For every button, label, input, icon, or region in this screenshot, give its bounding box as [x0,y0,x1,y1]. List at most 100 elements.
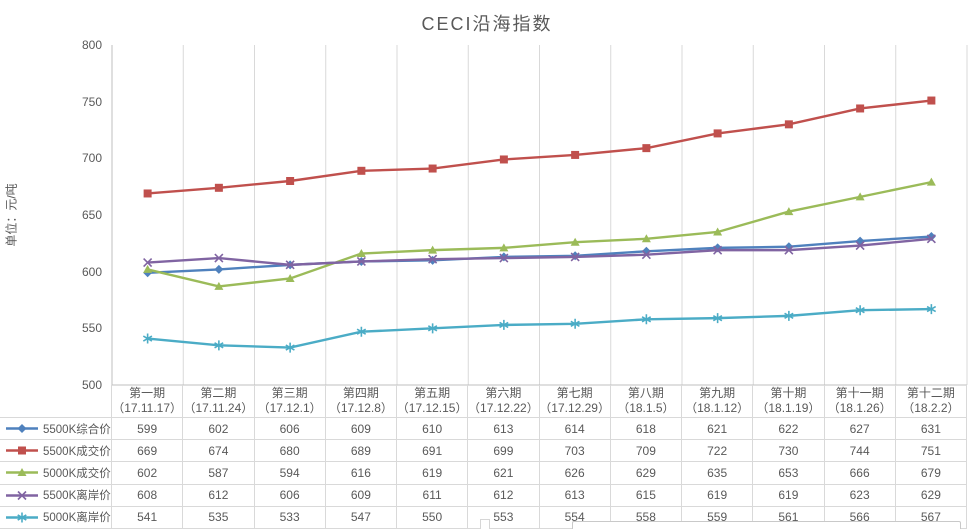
table-value-cell: 751 [895,440,967,463]
data-point-marker [499,253,509,263]
y-tick-label: 750 [81,94,102,109]
period-name: 第五期 [414,386,451,400]
y-tick-label: 800 [81,38,102,52]
data-point-marker [214,183,223,192]
column-header-period: 第八期 （18.1.5） [610,385,682,418]
y-tick-label: 500 [81,378,102,392]
legend-key-square-icon [6,446,38,455]
data-point-marker [142,333,153,344]
table-value-cell: 599 [112,418,184,441]
period-date: （17.11.24） [183,401,254,415]
period-date: （18.1.19） [756,401,821,415]
table-value-cell: 612 [183,484,255,507]
period-date: （17.12.15） [397,401,468,415]
data-point-marker [641,234,651,243]
data-point-marker [286,177,295,185]
data-point-marker [570,252,580,262]
data-point-marker [499,319,509,330]
period-date: （18.2.2） [902,401,960,415]
table-value-cell: 618 [610,418,682,441]
data-point-marker [285,273,295,282]
period-date: （17.12.22） [468,401,539,415]
table-value-cell: 730 [753,440,825,463]
period-name: 第六期 [485,386,522,400]
legend-key-asterisk-icon [6,512,38,523]
data-point-marker [214,264,224,274]
table-value-cell: 622 [753,418,825,441]
series-line-5000K离岸价 [147,307,932,349]
data-point-marker [143,258,153,268]
table-value-cell: 609 [325,484,397,507]
data-point-marker [427,323,438,334]
period-name: 第八期 [627,386,664,400]
table-value-cell: 619 [682,484,754,507]
column-header-period: 第十一期 （18.1.26） [824,385,896,418]
table-value-cell: 680 [254,440,326,463]
table-value-cell: 691 [397,440,469,463]
period-name: 第七期 [556,386,593,400]
data-point-marker [713,227,723,236]
data-point-marker [713,129,722,138]
column-header-period: 第九期 （18.1.12） [682,385,754,418]
period-date: （18.1.5） [617,401,675,415]
table-value-cell: 541 [112,506,184,529]
data-point-marker [641,314,652,325]
y-tick-label: 550 [81,321,102,336]
data-point-marker [855,241,865,251]
column-header-period: 第三期 （17.12.1） [254,385,326,418]
table-value-cell: 614 [539,418,611,441]
table-value-cell: 608 [112,484,184,507]
table-value-cell: 553 [468,506,540,529]
clipped-checkbox-artifact[interactable] [480,519,490,529]
data-point-marker [926,234,936,244]
data-point-marker [143,264,153,273]
table-value-cell: 613 [468,418,540,441]
data-point-marker [17,468,27,477]
data-point-marker [499,243,509,252]
data-point-marker [855,192,865,201]
table-value-cell: 689 [325,440,397,463]
table-value-cell: 609 [325,418,397,441]
data-point-marker [926,177,936,186]
data-point-marker [712,313,723,324]
data-point-marker [428,164,437,173]
table-value-cell: 621 [468,462,540,485]
table-value-cell: 674 [183,440,255,463]
data-point-marker [855,305,865,316]
table-value-cell: 615 [610,484,682,507]
series-name-label: 5500K离岸价 [43,490,111,503]
table-value-cell: 535 [183,506,255,529]
data-point-marker [713,245,723,255]
table-value-cell: 703 [539,440,611,463]
data-point-marker [499,155,508,164]
data-point-marker [214,340,224,351]
data-point-marker [18,446,26,455]
data-point-marker [214,253,224,263]
period-name: 第十二期 [906,386,955,400]
table-value-cell: 621 [682,418,754,441]
table-value-cell: 619 [397,462,469,485]
table-value-cell: 635 [682,462,754,485]
data-point-marker [357,166,366,175]
series-name-label: 5000K离岸价 [43,512,111,525]
legend-row-5500K综合价: 5500K综合价 [0,418,112,441]
legend-row-5000K成交价: 5000K成交价 [0,462,112,485]
period-date: （17.12.8） [328,401,393,415]
period-name: 第十期 [770,386,807,400]
period-name: 第四期 [342,386,379,400]
series-line-5500K成交价 [147,99,932,195]
table-value-cell: 602 [183,418,255,441]
data-point-marker [926,304,937,315]
table-value-cell: 666 [824,462,896,485]
data-point-marker [17,424,27,434]
table-value-cell: 610 [397,418,469,441]
table-value-cell: 653 [753,462,825,485]
table-value-cell: 623 [824,484,896,507]
series-name-label: 5500K综合价 [43,423,111,436]
column-header-period: 第七期 （17.12.29） [539,385,611,418]
table-value-cell: 606 [254,484,326,507]
series-name-label: 5000K成交价 [43,467,111,480]
period-name: 第十一期 [835,386,884,400]
data-point-marker [356,256,366,267]
